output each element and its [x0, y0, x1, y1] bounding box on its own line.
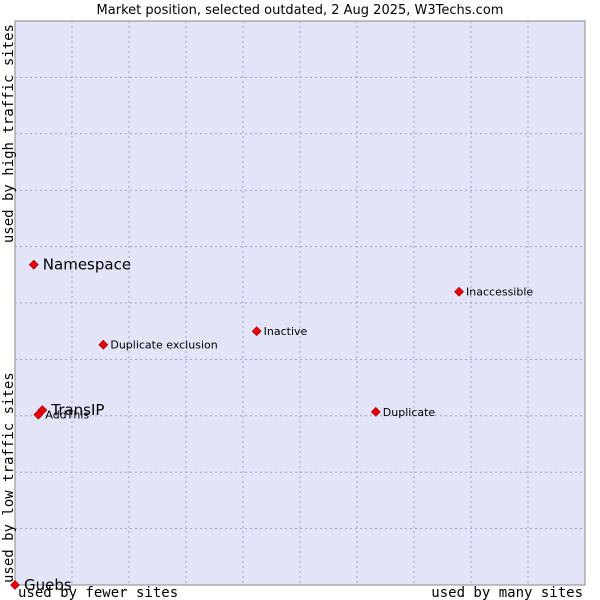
data-point-marker — [454, 286, 464, 297]
data-point-marker — [251, 326, 262, 337]
data-point-marker — [33, 409, 44, 420]
chart-title: Market position, selected outdated, 2 Au… — [97, 3, 504, 18]
data-point-label: Namespace — [43, 256, 131, 274]
data-point-label: Inaccessible — [466, 286, 533, 299]
data-point-label: Inactive — [264, 325, 308, 338]
data-point-label: AddThis — [45, 409, 89, 422]
data-point-label: Duplicate — [383, 406, 436, 419]
data-point-marker — [98, 339, 109, 350]
data-point-marker — [28, 259, 39, 270]
x-axis-label-left: used by fewer sites — [18, 585, 178, 600]
data-point-marker — [370, 406, 381, 417]
data-points: Namespace Inaccessible Inactive Duplicate e… — [10, 256, 533, 594]
y-axis-label-top: used by high traffic sites — [1, 24, 17, 243]
data-point-label: Guebs — [24, 576, 72, 594]
data-point-label: Duplicate exclusion — [110, 339, 217, 352]
data-point-marker — [10, 580, 20, 590]
data-point-label: TransIP — [50, 401, 104, 419]
x-axis-label-right: used by many sites — [431, 585, 583, 600]
y-axis-label-bottom: used by low traffic sites — [1, 372, 17, 583]
gridlines — [15, 21, 585, 585]
